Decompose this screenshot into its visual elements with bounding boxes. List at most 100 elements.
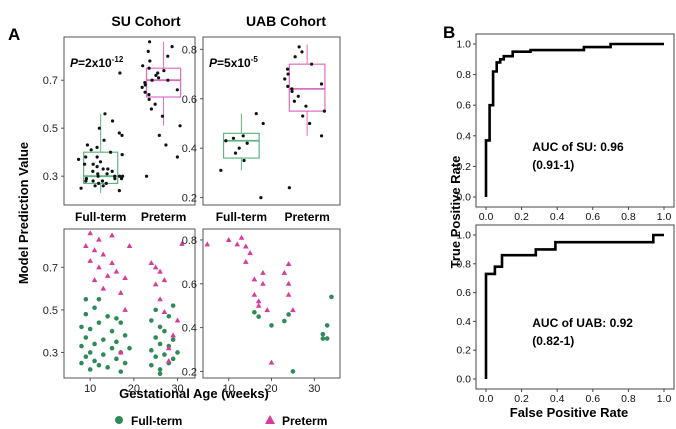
su-scatter-preterm-point (117, 349, 124, 355)
su-scatter-fullterm-point (109, 328, 115, 334)
su-box-data-point (118, 71, 122, 75)
uab-box-ytick-label: 0.4 (182, 143, 197, 155)
uab-scatter-ytick-label: 0.6 (182, 279, 197, 291)
su-roc-ytick-label: 0.4 (456, 130, 471, 142)
su-box-data-point (166, 78, 170, 82)
uab-box-data-point (322, 109, 326, 113)
uab-scatter-ytick-label: 0.8 (182, 235, 197, 247)
su-scatter-fullterm-point (83, 354, 89, 360)
uab-box-data-point (219, 168, 223, 173)
su-scatter-fullterm-point (157, 341, 163, 347)
su-box-data-point (96, 174, 100, 178)
uab-scatter-frame (202, 228, 341, 379)
uab-roc-ytick-label: 0.4 (456, 316, 471, 328)
su-scatter-fullterm-point (83, 311, 89, 317)
su-box-data-point (148, 59, 152, 63)
su-scatter-fullterm-point (87, 367, 93, 372)
su-scatter-fullterm-point (92, 341, 97, 347)
su-box-data-point (84, 155, 88, 159)
su-box-data-point (117, 189, 121, 193)
su-roc-ytick-label: 0.0 (456, 192, 471, 204)
su-box-data-point (120, 133, 124, 137)
su-box-data-point (141, 64, 145, 68)
su-box-ytick-label: 0.7 (43, 75, 58, 87)
panel-b-label: B (443, 23, 455, 42)
uab-box-data-point (237, 146, 241, 150)
su-roc-ytick-label: 0.2 (456, 161, 471, 173)
su-scatter-fullterm-point (149, 318, 154, 323)
su-scatter-fullterm-point (122, 360, 128, 366)
su-box-data-point (110, 119, 115, 123)
su-scatter-fullterm-point (87, 350, 93, 355)
su-scatter-fullterm-point (114, 356, 119, 362)
uab-roc-ytick-label: 0.8 (456, 258, 471, 270)
uab-scatter-preterm-point (251, 276, 258, 282)
su-scatter-fullterm-point (79, 360, 84, 366)
uab-scatter-xtick-label: 30 (308, 383, 320, 395)
su-scatter-fullterm-point (127, 345, 132, 351)
su-scatter-preterm-point (91, 277, 98, 283)
su-box-data-point (91, 169, 95, 173)
uab-scatter-preterm-point (238, 234, 245, 240)
gestational-age-axis-title: Gestational Age (weeks) (119, 386, 269, 401)
uab-box-data-point (287, 186, 291, 190)
uab-box-data-point (261, 121, 265, 126)
uab-box-data-point (300, 50, 304, 54)
uab-box-data-point (290, 89, 294, 93)
su-roc-xtick-label: 0.2 (514, 211, 529, 223)
uab-scatter-preterm-point (264, 307, 271, 313)
uab-box-data-point (301, 114, 305, 118)
uab-box-data-point (245, 141, 249, 145)
uab-box-data-point (231, 136, 236, 140)
uab-roc-xtick-label: 0.8 (621, 393, 636, 405)
su-scatter-fullterm-point (96, 296, 102, 302)
su-scatter-preterm-point (87, 257, 93, 263)
su-scatter-frame (63, 228, 196, 379)
su-scatter-preterm-point (109, 260, 115, 266)
su-scatter-fullterm-point (153, 354, 158, 360)
su-box-data-point (101, 167, 105, 171)
su-box-data-point (164, 143, 168, 147)
uab-cohort-boxplot: 0.2 0.4 0.6 0.8 Full-term Preterm P=5x10-5 (182, 36, 341, 224)
su-box-data-point (170, 45, 174, 49)
su-box-data-point (104, 181, 108, 185)
su-box-data-point (95, 155, 99, 159)
su-scatter-preterm-point (161, 277, 168, 283)
uab-box-data-point (254, 111, 258, 116)
su-roc-curve: 0.0 0.0 0.2 0.2 0.4 0.4 0.6 0.6 0.8 0.8 1.0 1.0 AUC … (456, 33, 675, 223)
uab-box-data-point (297, 45, 301, 49)
su-box-data-point (117, 131, 121, 135)
su-box-data-point (140, 85, 144, 89)
su-scatter-fullterm-point (157, 324, 163, 330)
uab-box-data-point (283, 77, 287, 81)
uab-box-data-point (293, 55, 297, 59)
su-scatter-fullterm-point (105, 313, 110, 319)
su-box-data-point (143, 90, 147, 94)
uab-scatter-fullterm-point (324, 336, 330, 341)
su-scatter-fullterm-point (83, 335, 89, 340)
uab-roc-ytick-label: 0.2 (456, 345, 471, 357)
su-box-data-point (102, 138, 106, 142)
legend-fullterm-marker (115, 416, 123, 424)
uab-scatter-preterm-point (281, 269, 288, 275)
uab-roc-line (484, 233, 664, 379)
su-box-data-point (98, 160, 103, 164)
su-scatter-preterm-point (96, 264, 102, 270)
su-scatter-fullterm-point (109, 345, 115, 351)
uab-scatter-preterm-point (285, 291, 292, 297)
uab-box-data-point (242, 158, 246, 163)
uab-scatter-preterm-point (247, 250, 253, 256)
uab-roc-xtick-label: 0.4 (550, 393, 565, 405)
uab-roc-xtick-label: 0.6 (585, 393, 600, 405)
su-box-data-point (108, 150, 113, 154)
su-scatter-fullterm-point (87, 326, 93, 332)
uab-roc-xtick-label: 0.0 (479, 393, 494, 405)
su-box-data-point (106, 167, 110, 171)
su-box-data-point (120, 153, 124, 157)
uab-scatter-fullterm-point (329, 294, 334, 300)
su-box-data-point (146, 49, 150, 54)
uab-scatter-preterm-point (255, 298, 262, 304)
su-scatter-fullterm-point (118, 320, 124, 325)
su-scatter-preterm-point (148, 260, 155, 266)
su-scatter-fullterm-point (149, 348, 154, 353)
